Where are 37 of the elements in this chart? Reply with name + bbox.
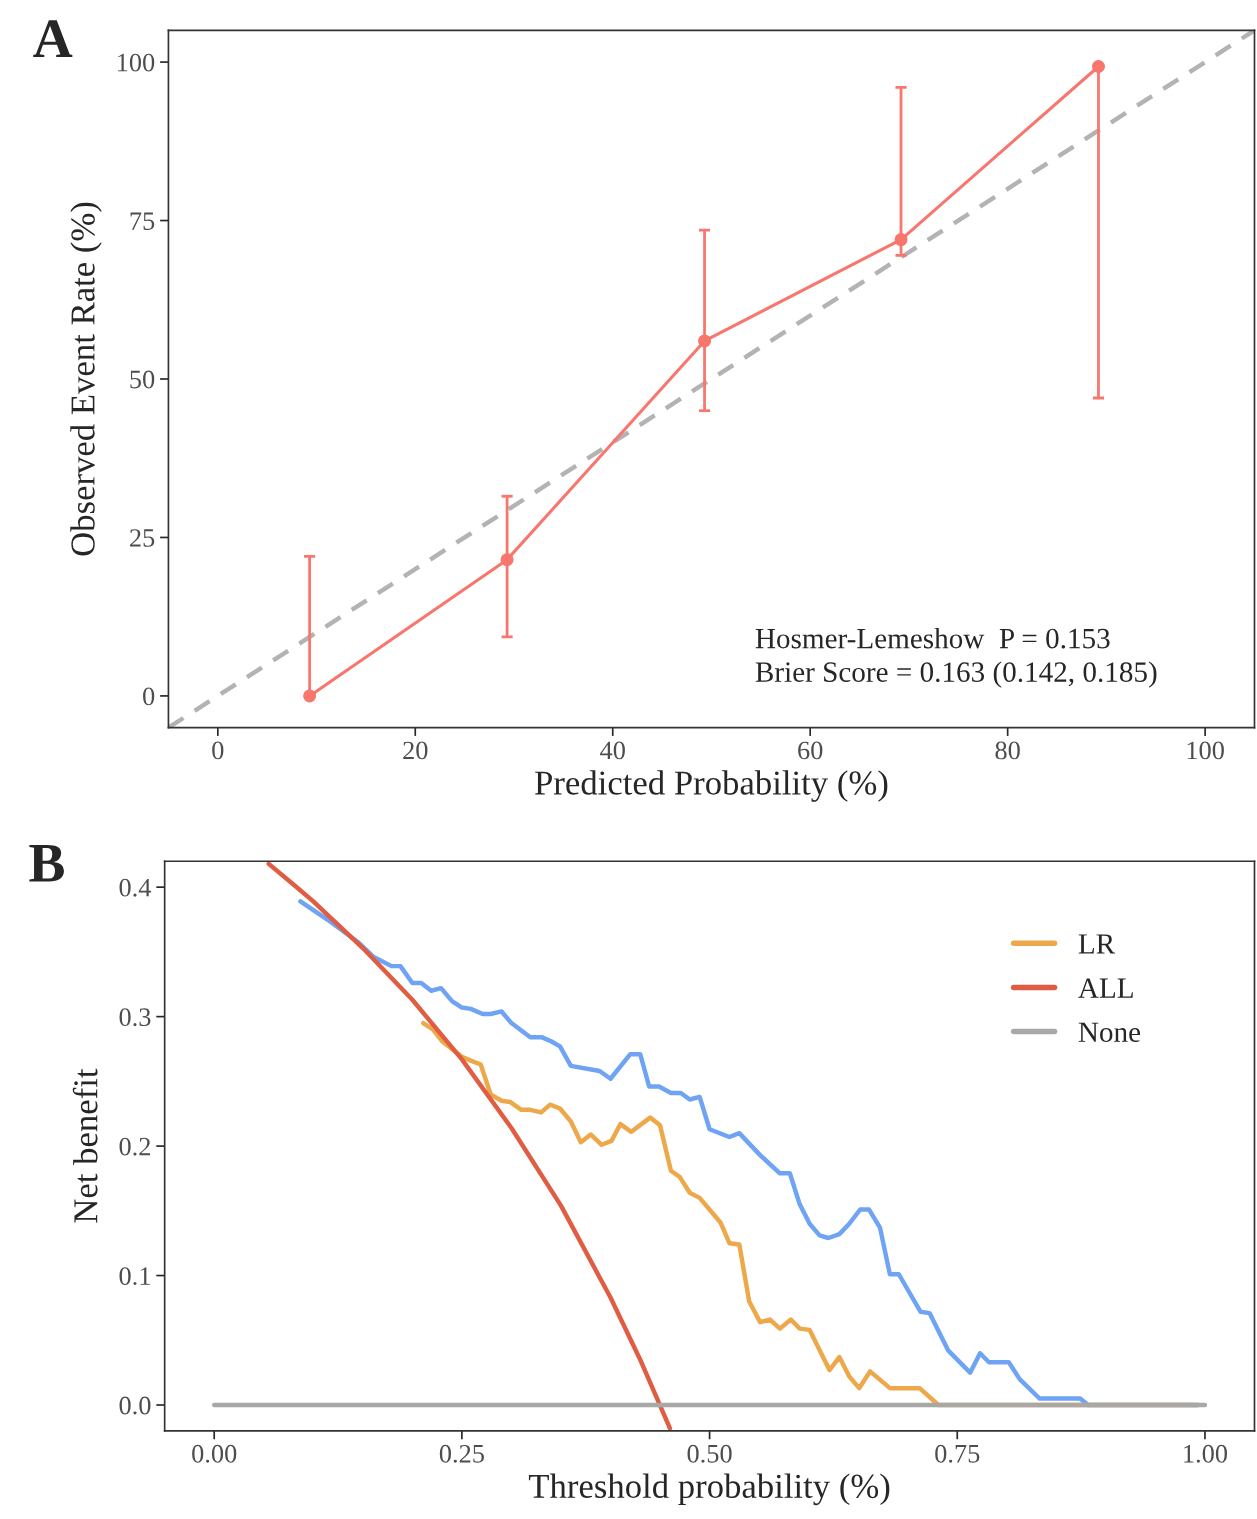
x-axis-title: Threshold probability (%)	[528, 1473, 890, 1506]
legend-label: LR	[1078, 934, 1116, 954]
x-tick-label: 0.00	[192, 1444, 237, 1463]
x-tick-label: 80	[995, 741, 1020, 760]
chart-title: A	[33, 20, 73, 57]
x-tick-label: 0	[212, 741, 224, 760]
y-axis-title: Observed Event Rate (%)	[70, 202, 102, 556]
point	[698, 334, 712, 348]
x-tick-label: 0.25	[439, 1444, 484, 1463]
x-tick-label: 40	[600, 741, 625, 760]
x-tick-label: 1.00	[1184, 1444, 1228, 1463]
chart-title: B	[29, 845, 64, 882]
line-series	[266, 861, 673, 1431]
y-tick-label: 0.1	[119, 1267, 150, 1286]
point	[894, 233, 908, 247]
y-tick-label: 0.3	[119, 1008, 151, 1027]
x-tick-label: 0.50	[687, 1444, 732, 1463]
annotation: Hosmer-Lemeshow P = 0.153 Brier Score = 0.163 (0.142, 0.185)	[755, 627, 1157, 688]
y-tick-label: 25	[130, 529, 155, 547]
x-tick-label: 20	[403, 741, 428, 760]
point	[1091, 60, 1105, 74]
x-tick-label: 60	[798, 741, 823, 760]
y-tick-label: 0	[143, 687, 155, 706]
y-tick-label: 0.0	[119, 1396, 151, 1415]
y-tick-label: 0.2	[119, 1137, 151, 1156]
x-tick-label: 100	[1187, 741, 1224, 760]
x-axis-title: Predicted Probability (%)	[535, 770, 888, 802]
y-tick-label: 100	[117, 53, 155, 72]
y-tick-label: 0.4	[119, 878, 152, 897]
point	[303, 689, 317, 703]
y-axis-title: Net benefit	[72, 1068, 98, 1223]
legend-label: None	[1078, 1022, 1141, 1043]
legend-label: ALL	[1078, 978, 1133, 998]
x-tick-label: 0.75	[935, 1444, 980, 1463]
y-tick-label: 75	[130, 212, 155, 230]
y-tick-label: 50	[130, 370, 155, 389]
point	[500, 553, 514, 567]
